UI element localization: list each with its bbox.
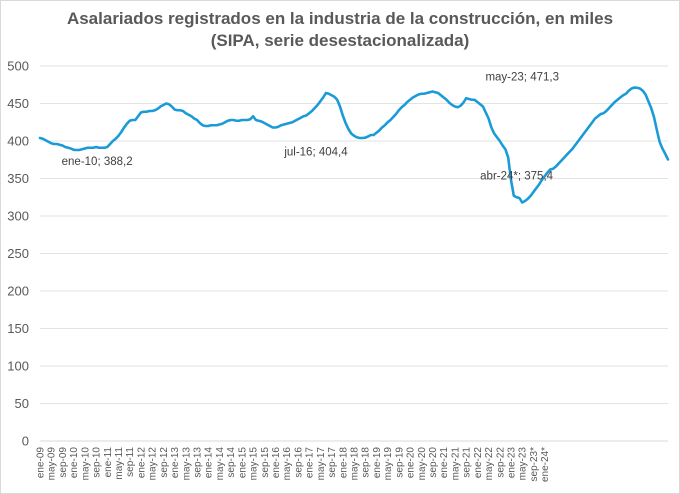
- data-label: ene-10; 388,2: [62, 156, 133, 168]
- y-tick-label: 400: [7, 134, 29, 149]
- x-tick-label: may-14: [215, 447, 226, 481]
- x-tick-label: ene-18: [338, 447, 349, 479]
- x-tick-label: may-22: [484, 447, 495, 481]
- x-tick-label: ene-10: [69, 447, 80, 479]
- x-tick-label: may-19: [383, 447, 394, 481]
- y-tick-label: 200: [7, 284, 29, 299]
- y-tick-label: 450: [7, 96, 29, 111]
- x-tick-label: ene-19: [372, 447, 383, 479]
- x-tick-label: may-20: [417, 447, 428, 481]
- x-tick-label: may-21: [450, 447, 461, 481]
- y-tick-label: 150: [7, 321, 29, 336]
- chart-title-line1: Asalariados registrados en la industria …: [66, 9, 614, 28]
- x-tick-label: sep-13: [193, 447, 204, 478]
- x-tick-label: ene-20: [406, 447, 417, 479]
- x-tick-label: sep-12: [159, 447, 170, 478]
- x-tick-label: sep-15: [260, 447, 271, 478]
- x-tick-label: sep-23*: [529, 447, 540, 482]
- x-tick-label: may-16: [282, 447, 293, 481]
- x-tick-label: ene-24*: [540, 447, 551, 482]
- x-tick-label: sep-11: [125, 447, 136, 477]
- y-tick-label: 500: [7, 59, 29, 74]
- y-tick-label: 300: [7, 209, 29, 224]
- x-tick-label: ene-21: [439, 447, 450, 479]
- x-tick-label: sep-19: [394, 447, 405, 478]
- x-tick-label: ene-15: [237, 447, 248, 479]
- x-tick-label: may-09: [47, 447, 58, 481]
- x-tick-label: sep-17: [327, 447, 338, 478]
- data-annotations: ene-10; 388,2 jul-16; 404,4 may-23; 471,3 a…: [62, 72, 559, 183]
- x-tick-label: sep-18: [361, 447, 372, 478]
- x-tick-label: may-13: [181, 447, 192, 481]
- y-tick-label: 100: [7, 359, 29, 374]
- x-tick-label: sep-16: [293, 447, 304, 478]
- x-tick-label: may-18: [350, 447, 361, 481]
- y-tick-label: 0: [22, 434, 29, 449]
- chart-title: Asalariados registrados en la industria …: [0, 8, 680, 52]
- data-label: jul-16; 404,4: [283, 147, 348, 159]
- y-tick-label: 350: [7, 171, 29, 186]
- x-tick-label: sep-22: [495, 447, 506, 478]
- y-tick-label: 250: [7, 246, 29, 261]
- x-tick-label: ene-17: [305, 447, 316, 479]
- x-tick-label: ene-11: [103, 447, 114, 478]
- x-axis-ticks: ene-09 may-09 sep-09 ene-10 may-10 sep-10 ene-…: [36, 447, 552, 482]
- x-tick-label: sep-10: [92, 447, 103, 478]
- x-tick-label: may-23: [518, 447, 529, 481]
- data-label: may-23; 471,3: [485, 72, 559, 84]
- x-tick-label: ene-22: [473, 447, 484, 479]
- x-tick-label: sep-14: [226, 447, 237, 478]
- y-axis-ticks: 0 50 100 150 200 250 300 350 400 450 500: [7, 59, 29, 449]
- x-tick-label: ene-12: [136, 447, 147, 479]
- data-label: abr-24*; 375,4: [480, 170, 553, 182]
- x-tick-label: ene-23: [507, 447, 518, 479]
- x-tick-label: sep-09: [58, 447, 69, 478]
- y-tick-label: 50: [15, 396, 29, 411]
- chart-subtitle: (SIPA, serie desestacionalizada): [210, 31, 470, 50]
- x-tick-label: sep-20: [428, 447, 439, 478]
- x-tick-label: ene-16: [271, 447, 282, 479]
- x-tick-label: may-17: [316, 447, 327, 481]
- x-tick-label: may-10: [80, 447, 91, 481]
- x-tick-label: may-11: [114, 447, 125, 480]
- x-tick-label: may-15: [249, 447, 260, 481]
- x-tick-label: sep-21: [462, 447, 473, 478]
- x-tick-label: ene-09: [36, 447, 47, 479]
- gridlines: [40, 65, 668, 442]
- x-tick-label: ene-14: [204, 447, 215, 479]
- series-line: [38, 86, 670, 204]
- x-tick-label: ene-13: [170, 447, 181, 479]
- x-tick-label: may-12: [148, 447, 159, 481]
